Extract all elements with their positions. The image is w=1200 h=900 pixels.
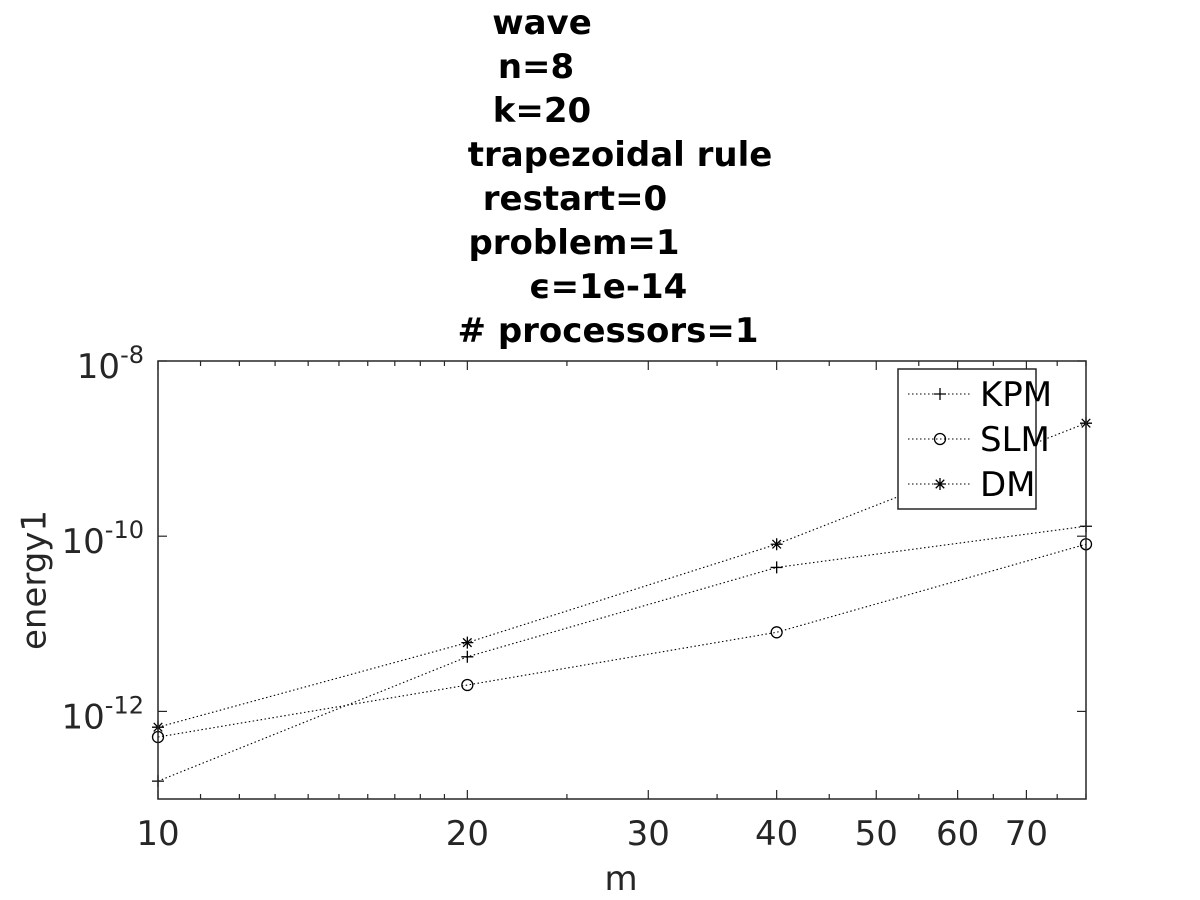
x-tick-label: 30 (627, 814, 670, 854)
y-tick-base: 10 (62, 522, 105, 562)
title-line: k=20 (493, 91, 591, 131)
y-tick-exponent: -10 (105, 516, 144, 544)
data-point (770, 538, 783, 551)
legend: KPM SLM DM (897, 368, 1052, 510)
plot-frame (157, 360, 1087, 800)
legend-label: SLM (980, 420, 1050, 460)
y-tick-base: 10 (77, 347, 120, 387)
x-tick-label: 60 (936, 814, 979, 854)
x-tick-label: 20 (446, 814, 489, 854)
y-tick-label: 10-12 (62, 691, 144, 737)
legend-entry: KPM (908, 375, 1052, 415)
legend-entry: SLM (908, 420, 1050, 460)
legend-label: DM (980, 465, 1036, 505)
legend-marker (934, 478, 946, 490)
title-line: n=8 (498, 47, 574, 87)
legend-marker (934, 388, 946, 400)
axis-ticks (157, 360, 1087, 799)
title-line: ϵ=1e-14 (529, 267, 688, 307)
series-line (157, 543, 1087, 738)
legend-marker (933, 432, 947, 446)
title-line: wave (492, 3, 592, 43)
data-point (461, 650, 474, 663)
x-tick-label: 10 (136, 814, 179, 854)
data-point (461, 678, 474, 692)
title-line: trapezoidal rule (468, 135, 773, 175)
y-tick-base: 10 (62, 697, 105, 737)
series-line (157, 422, 1087, 728)
x-tick-labels: 10 20 30 40 50 60 70 (136, 814, 1048, 854)
y-tick-exponent: -8 (120, 341, 144, 369)
x-tick-label: 50 (855, 814, 898, 854)
title-line: problem=1 (468, 223, 679, 263)
data-point (770, 626, 783, 639)
y-axis-label: energy1 (15, 510, 55, 650)
title-line: # processors=1 (458, 311, 759, 351)
x-tick-label: 40 (755, 814, 798, 854)
data-point (770, 561, 783, 574)
y-tick-exponent: -12 (105, 691, 144, 719)
x-axis-label: m (604, 859, 637, 899)
legend-label: KPM (980, 375, 1052, 415)
x-tick-label: 70 (1005, 814, 1048, 854)
title-line: restart=0 (483, 179, 667, 219)
y-tick-label: 10-10 (62, 516, 144, 562)
y-tick-label: 10-8 (77, 341, 144, 387)
legend-entry: DM (908, 465, 1036, 505)
data-point (461, 636, 474, 649)
